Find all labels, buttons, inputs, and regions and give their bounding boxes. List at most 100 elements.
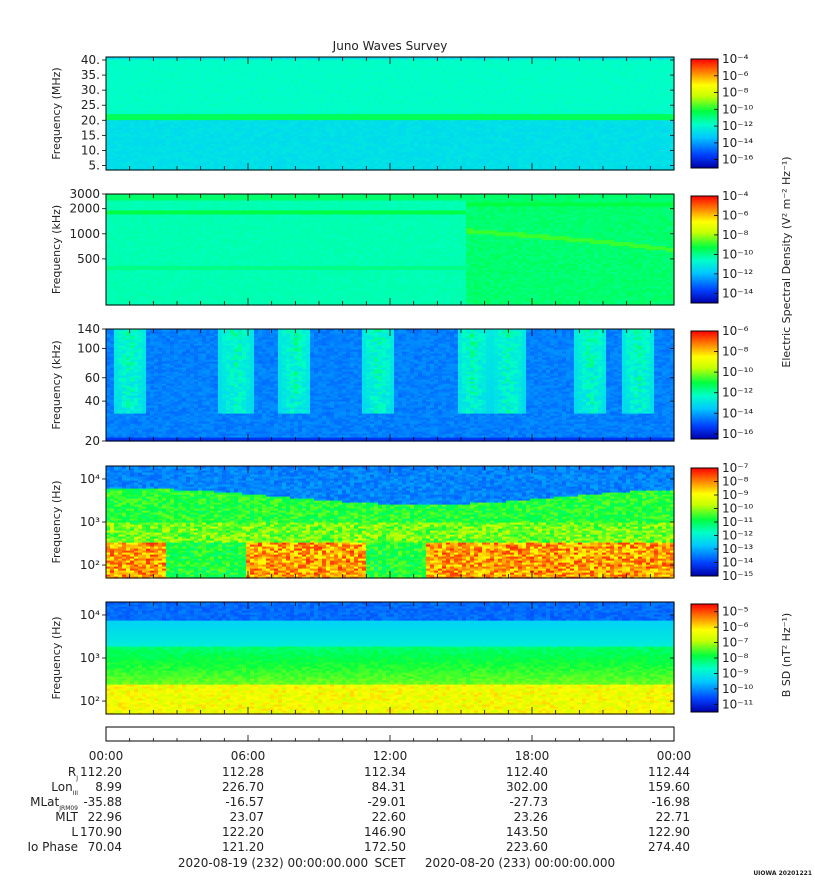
y-tick-label: 40. — [81, 53, 100, 67]
y-tick-label: 10² — [80, 694, 100, 708]
y-axis-label: Frequency (kHz) — [50, 205, 63, 294]
footer-scet: SCET — [375, 856, 407, 870]
ephemeris-value: 159.60 — [648, 780, 690, 794]
ephemeris-row-label: MLT — [55, 810, 78, 824]
colorbar-tick-label: 10⁻¹¹ — [722, 515, 753, 529]
colorbar-tick-label: 10⁻¹⁴ — [722, 556, 753, 570]
ephemeris-value: 223.60 — [506, 840, 548, 854]
colorbar-tick-label: 10⁻⁶ — [722, 69, 749, 83]
colorbar-tick-label: 10⁻¹² — [722, 529, 753, 543]
colorbar-tick-label: 10⁻¹⁰ — [722, 102, 753, 116]
time-axis: 00:00 06:00 12:00 18:00 00:00 — [89, 727, 692, 763]
ephemeris-row-label: L — [71, 825, 78, 839]
y-tick-label: 3000 — [69, 187, 100, 201]
colorbar-tick-label: 10⁻¹² — [722, 119, 753, 133]
ephemeris-value: 302.00 — [506, 780, 548, 794]
ephemeris-value: -29.01 — [367, 795, 406, 809]
colorbar-tick-label: 10⁻¹⁴ — [722, 286, 753, 300]
spectrogram-cells — [106, 329, 675, 442]
colorbar-tick-label: 10⁻⁸ — [722, 86, 749, 100]
y-tick-label: 5. — [89, 158, 100, 172]
ephemeris-value: 122.90 — [648, 825, 690, 839]
colorbar-tick-label: 10⁻¹⁶ — [722, 153, 753, 167]
y-tick-label: 100 — [77, 341, 100, 355]
colorbar-tick-label: 10⁻¹³ — [722, 542, 753, 556]
time-tick-label: 12:00 — [373, 749, 408, 763]
ephemeris-value: 121.20 — [222, 840, 264, 854]
colorbar-tick-label: 10⁻¹⁴ — [722, 136, 753, 150]
colorbar-tick-label: 10⁻¹¹ — [722, 697, 753, 711]
ephemeris-value: 112.20 — [80, 765, 122, 779]
ephemeris-value: 122.20 — [222, 825, 264, 839]
electric-colorbar-label: Electric Spectral Density (V² m⁻² Hz⁻¹) — [780, 156, 793, 367]
y-tick-label: 25. — [81, 98, 100, 112]
colorbar-tick-label: 10⁻⁷ — [722, 636, 749, 650]
spectrogram-panel-1: 5.10.15.20.25.30.35.40.Frequency (MHz)10… — [50, 52, 753, 172]
colorbar-tick-label: 10⁻¹⁰ — [722, 247, 753, 261]
spectrogram-panel-5: 10² 10³ 10⁴ Frequency (Hz) 10⁻⁵10⁻⁶10⁻⁷10⁻⁸1… — [50, 602, 753, 715]
footer-start-time: 2020-08-19 (232) 00:00:00.000 — [178, 856, 368, 870]
colorbar-tick-label: 10⁻¹⁰ — [722, 365, 753, 379]
colorbar-tick-label: 10⁻⁸ — [722, 475, 749, 489]
ephemeris-value: 112.34 — [364, 765, 406, 779]
ephemeris-value: 112.40 — [506, 765, 548, 779]
ephemeris-value: 146.90 — [364, 825, 406, 839]
ephemeris-value: 84.31 — [372, 780, 406, 794]
y-axis-label: Frequency (Hz) — [50, 617, 63, 700]
colorbar-4: 10⁻⁷10⁻⁸10⁻⁹10⁻¹⁰10⁻¹¹10⁻¹²10⁻¹³10⁻¹⁴10⁻… — [691, 461, 753, 583]
ephemeris-value: 70.04 — [88, 840, 122, 854]
ephemeris-value: 170.90 — [80, 825, 122, 839]
y-tick-label: 60 — [85, 371, 100, 385]
spectrogram-cells — [106, 466, 675, 579]
magnetic-colorbar-label: B SD (nT² Hz⁻¹) — [780, 613, 793, 697]
y-tick-label: 10⁴ — [80, 608, 100, 622]
y-tick-label: 20 — [85, 434, 100, 448]
chart-title: Juno Waves Survey — [332, 39, 448, 53]
y-axis-label: Frequency (kHz) — [50, 340, 63, 429]
y-tick-label: 10. — [81, 143, 100, 157]
ephemeris-value: 22.60 — [372, 810, 406, 824]
colorbar-tick-label: 10⁻¹⁴ — [722, 406, 753, 420]
ephemeris-value: -16.57 — [225, 795, 264, 809]
production-stamp: UIOWA 20201221 — [753, 870, 812, 877]
time-tick-label: 00:00 — [89, 749, 124, 763]
colorbar-tick-label: 10⁻⁹ — [722, 488, 749, 502]
spectrogram-cells — [106, 602, 675, 715]
y-tick-label: 10² — [80, 558, 100, 572]
y-axis-label: Frequency (Hz) — [50, 481, 63, 564]
ephemeris-value: -16.98 — [651, 795, 690, 809]
y-tick-label: 140 — [77, 322, 100, 336]
ephemeris-value: 112.44 — [648, 765, 690, 779]
time-tick-label: 18:00 — [515, 749, 550, 763]
time-tick-label: 06:00 — [231, 749, 266, 763]
ephemeris-value: 274.40 — [648, 840, 690, 854]
colorbar-tick-label: 10⁻¹⁰ — [722, 682, 753, 696]
y-tick-label: 10³ — [80, 515, 100, 529]
y-tick-label: 30. — [81, 83, 100, 97]
y-tick-label: 10⁴ — [80, 472, 100, 486]
ephemeris-value: 22.96 — [88, 810, 122, 824]
colorbar-tick-label: 10⁻⁸ — [722, 651, 749, 665]
y-tick-label: 20. — [81, 113, 100, 127]
colorbar-tick-label: 10⁻⁴ — [722, 52, 749, 66]
spectrogram-panel-4: 10² 10³ 10⁴ Frequency (Hz) 10⁻⁷10⁻⁸10⁻⁹10⁻¹⁰… — [50, 461, 753, 583]
y-tick-label: 35. — [81, 68, 100, 82]
ephemeris-value: -27.73 — [509, 795, 548, 809]
colorbar-tick-label: 10⁻¹² — [722, 386, 753, 400]
colorbar-tick-label: 10⁻⁸ — [722, 228, 749, 242]
y-tick-label: 500 — [77, 252, 100, 266]
y-tick-label: 10³ — [80, 651, 100, 665]
colorbar-tick-label: 10⁻¹⁶ — [722, 427, 753, 441]
time-tick-label: 00:00 — [657, 749, 692, 763]
ephemeris-value: -35.88 — [83, 795, 122, 809]
colorbar-tick-label: 10⁻⁵ — [722, 605, 749, 619]
colorbar-tick-label: 10⁻¹² — [722, 267, 753, 281]
y-tick-label: 15. — [81, 128, 100, 142]
